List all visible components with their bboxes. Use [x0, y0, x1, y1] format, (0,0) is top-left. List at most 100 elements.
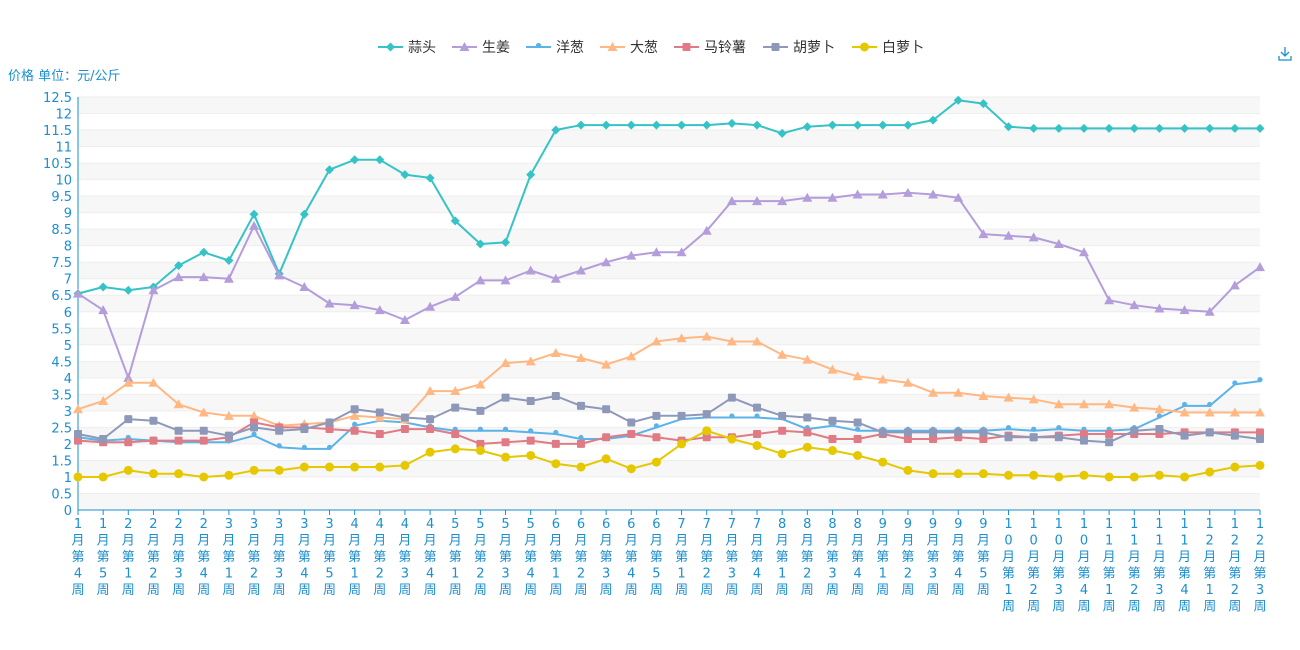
data-point	[400, 413, 409, 422]
legend-item[interactable]: 马铃薯	[674, 40, 746, 56]
data-point	[877, 374, 888, 384]
data-point	[1256, 434, 1264, 443]
data-point	[199, 472, 209, 482]
data-point	[676, 247, 687, 257]
download-button[interactable]	[1278, 47, 1292, 61]
data-point	[199, 426, 208, 435]
grid-band	[78, 130, 1260, 147]
y-tick-label: 12	[55, 108, 72, 123]
data-point	[877, 189, 888, 199]
x-tick-label: 9 月第 1 周	[876, 517, 889, 598]
data-point	[174, 426, 183, 435]
grid-band	[78, 212, 1260, 230]
data-point	[551, 392, 560, 401]
legend-item[interactable]: 大葱	[600, 40, 658, 56]
y-tick-label: 1.5	[51, 454, 72, 469]
data-point	[1028, 232, 1039, 242]
data-point	[1180, 472, 1190, 482]
data-point	[777, 196, 788, 206]
x-tick-label: 3 月第 2 周	[248, 517, 261, 598]
data-point	[352, 421, 358, 427]
data-point	[249, 410, 260, 420]
data-point	[1104, 295, 1115, 305]
data-point	[1256, 428, 1264, 437]
data-point	[375, 155, 385, 165]
data-point	[1104, 472, 1114, 482]
x-tick-label: 5 月第 1 周	[449, 517, 462, 598]
data-point	[73, 472, 83, 482]
grid-band	[78, 163, 1260, 180]
data-point	[1204, 407, 1215, 417]
y-tick-label: 5	[64, 339, 72, 354]
data-point	[576, 401, 585, 410]
data-point	[350, 426, 359, 435]
legend-marker	[535, 42, 542, 49]
data-point	[148, 469, 158, 479]
data-point	[752, 336, 763, 346]
data-point	[148, 377, 159, 387]
data-point	[224, 431, 233, 440]
legend-marker	[771, 43, 780, 51]
data-point	[602, 433, 611, 442]
data-point	[1028, 394, 1039, 404]
data-point	[1230, 431, 1239, 440]
data-point	[754, 413, 760, 419]
data-point	[274, 270, 285, 280]
x-tick-label: 7 月第 3 周	[725, 517, 738, 598]
data-point	[475, 379, 486, 389]
data-point	[1129, 472, 1139, 482]
data-point	[425, 386, 436, 396]
data-point	[702, 410, 711, 419]
x-tick-label: 1 2 月第 3 周	[1253, 517, 1266, 615]
data-point	[450, 291, 461, 301]
data-point	[903, 465, 913, 475]
legend-item[interactable]: 白萝卜	[852, 40, 924, 56]
data-point	[1105, 438, 1114, 447]
data-point	[476, 406, 485, 415]
y-tick-label: 4	[64, 372, 72, 387]
data-point	[601, 454, 611, 464]
data-point	[73, 404, 83, 414]
data-point	[99, 434, 108, 443]
data-point	[528, 428, 534, 434]
data-point	[601, 120, 611, 130]
grid-band	[78, 196, 1260, 213]
x-tick-label: 6 月第 1 周	[549, 517, 562, 598]
x-tick-label: 1 2 月第 1 周	[1203, 517, 1216, 615]
data-point	[500, 275, 511, 285]
data-point	[199, 436, 208, 445]
data-point	[1004, 122, 1014, 132]
legend-marker	[386, 42, 395, 52]
data-point	[853, 120, 863, 130]
data-point	[928, 115, 938, 125]
data-point	[727, 118, 737, 128]
data-point	[651, 336, 662, 346]
data-point	[477, 426, 483, 432]
data-point	[701, 331, 712, 341]
legend-item[interactable]: 胡萝卜	[763, 40, 835, 56]
y-tick-label: 6	[64, 306, 72, 321]
data-point	[827, 446, 837, 456]
data-point	[1056, 424, 1062, 431]
legend-item[interactable]: 生姜	[452, 40, 510, 56]
x-tick-label: 6 月第 5 周	[650, 517, 663, 598]
legend-label: 生姜	[482, 40, 510, 56]
data-point	[1129, 123, 1139, 133]
legend-item[interactable]: 洋葱	[526, 40, 584, 56]
y-tick-label: 9.5	[51, 190, 72, 205]
data-point	[475, 239, 485, 249]
legend-item[interactable]: 蒜头	[378, 40, 436, 56]
data-point	[551, 125, 561, 135]
data-point	[1230, 123, 1240, 133]
data-point	[979, 434, 988, 443]
data-point	[501, 393, 510, 402]
x-tick-label: 3 月第 5 周	[323, 517, 336, 598]
data-point	[123, 377, 134, 387]
data-point	[476, 439, 485, 448]
x-tick-label: 9 月第 3 周	[927, 517, 940, 598]
data-point	[1029, 123, 1039, 133]
data-point	[1129, 402, 1140, 412]
data-point	[426, 425, 435, 434]
data-point	[651, 247, 662, 257]
data-point	[73, 288, 83, 298]
